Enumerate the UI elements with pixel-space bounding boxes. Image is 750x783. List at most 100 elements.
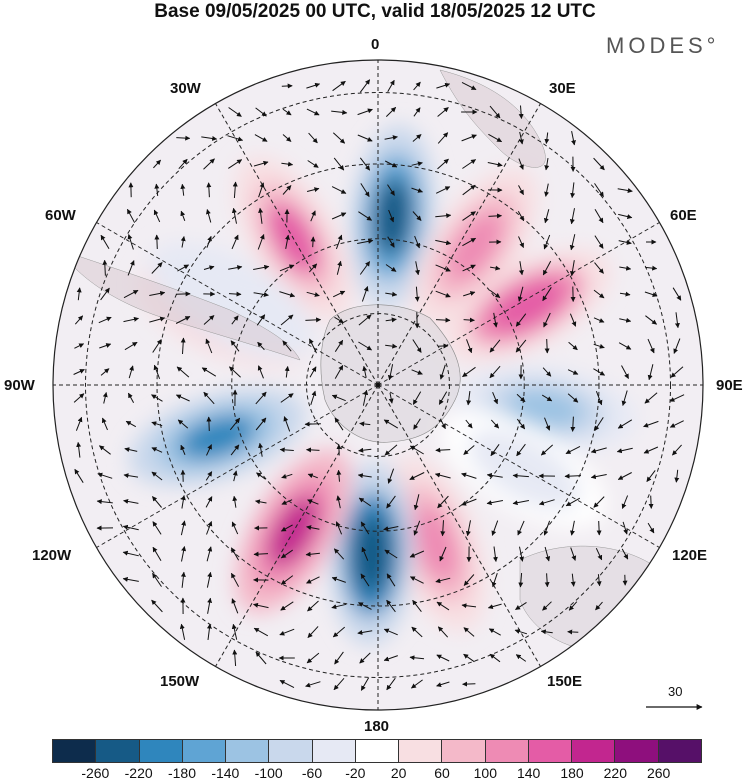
wind-vector <box>177 264 190 272</box>
wind-vector <box>410 679 423 689</box>
south-pole-marker <box>375 382 381 388</box>
wind-vector <box>595 391 603 406</box>
lon-label-150w: 150W <box>160 673 200 690</box>
wind-vector <box>462 159 477 169</box>
wind-vector <box>567 369 579 375</box>
wind-vector <box>201 367 217 377</box>
wind-vector <box>128 365 134 379</box>
wind-vector <box>463 317 475 323</box>
wind-vector <box>152 521 162 535</box>
wind-vector <box>569 234 576 251</box>
wind-vector <box>100 287 110 301</box>
wind-vector <box>101 417 108 431</box>
wind-vector <box>359 79 371 93</box>
wind-vector <box>123 473 139 479</box>
wind-vector <box>518 572 524 588</box>
wind-vector <box>542 601 552 611</box>
anomaly-blob <box>491 280 563 331</box>
wind-vector <box>388 209 395 223</box>
wind-vector <box>284 366 290 378</box>
wind-vector <box>643 420 659 428</box>
wind-vector <box>618 213 633 220</box>
wind-vector <box>257 234 265 250</box>
colorbar-tick-label: 180 <box>560 765 584 781</box>
wind-vector <box>493 312 498 328</box>
wind-vector <box>334 364 344 379</box>
wind-vector <box>518 185 524 196</box>
anomaly-blob <box>353 514 392 593</box>
wind-vector <box>437 132 449 144</box>
wind-vector <box>568 341 578 351</box>
wind-vector <box>253 551 269 557</box>
wind-vector <box>593 317 605 323</box>
wind-vector <box>435 239 452 246</box>
wind-vector <box>331 576 346 583</box>
wind-vector <box>180 495 186 509</box>
wind-vector <box>492 546 498 562</box>
wind-vector <box>570 520 575 536</box>
wind-vector <box>569 208 575 225</box>
colorbar-tick-label: 220 <box>603 765 628 781</box>
south-america <box>59 249 301 361</box>
wind-vector <box>544 183 550 197</box>
wind-vector <box>412 339 422 353</box>
wind-vector <box>359 157 371 171</box>
colorbar-swatch <box>615 740 659 762</box>
wind-vector <box>229 366 241 378</box>
wind-vector <box>621 390 628 406</box>
wind-vector <box>280 549 293 559</box>
wind-vector <box>230 547 240 561</box>
wind-vector <box>357 630 373 635</box>
wind-vector <box>569 313 577 327</box>
wind-vector <box>151 447 163 453</box>
wind-vector <box>281 161 294 167</box>
wind-vector <box>279 264 295 272</box>
wind-vector <box>435 317 451 323</box>
wind-vector <box>413 520 421 536</box>
wind-vector <box>617 419 633 429</box>
wind-vector <box>258 182 265 198</box>
wind-vector <box>595 547 603 561</box>
meridian-line <box>377 384 660 548</box>
wind-vector <box>279 447 294 453</box>
wind-vector <box>152 496 162 508</box>
wind-vector <box>387 79 395 92</box>
wind-vector <box>180 183 186 196</box>
wind-vector <box>593 157 605 171</box>
wind-vector <box>409 576 424 584</box>
wind-vector <box>255 107 267 117</box>
wind-vector <box>177 419 189 429</box>
wind-vector <box>74 315 84 325</box>
wind-vector <box>154 234 160 250</box>
wind-vector <box>492 392 498 405</box>
wind-vector <box>590 447 607 454</box>
wind-vector <box>309 366 317 378</box>
wind-vector <box>361 546 369 561</box>
wind-vector <box>490 444 500 457</box>
wind-vector <box>437 626 449 638</box>
wind-vector <box>621 495 629 509</box>
wind-vector <box>383 655 398 662</box>
wind-vector <box>360 573 370 587</box>
wind-vector <box>673 338 681 354</box>
wind-vector <box>517 211 525 222</box>
wind-vector <box>515 654 527 662</box>
wind-vector <box>489 105 501 119</box>
wind-vector <box>122 576 139 582</box>
wind-vector <box>386 495 396 509</box>
colorbar-swatch <box>528 740 573 762</box>
wind-vector <box>232 495 238 508</box>
wind-vector <box>151 262 163 274</box>
wind-vector <box>383 526 399 532</box>
wind-vector <box>231 315 239 325</box>
wind-vector <box>362 365 368 378</box>
wind-vector <box>669 420 684 428</box>
wind-vector <box>465 520 471 537</box>
wind-vector <box>153 364 161 379</box>
wind-vector <box>463 627 475 637</box>
wind-vector <box>310 236 316 248</box>
wind-vector <box>409 472 425 480</box>
wind-vector <box>180 520 187 536</box>
wind-vector <box>126 208 136 223</box>
wind-vector <box>565 497 581 507</box>
